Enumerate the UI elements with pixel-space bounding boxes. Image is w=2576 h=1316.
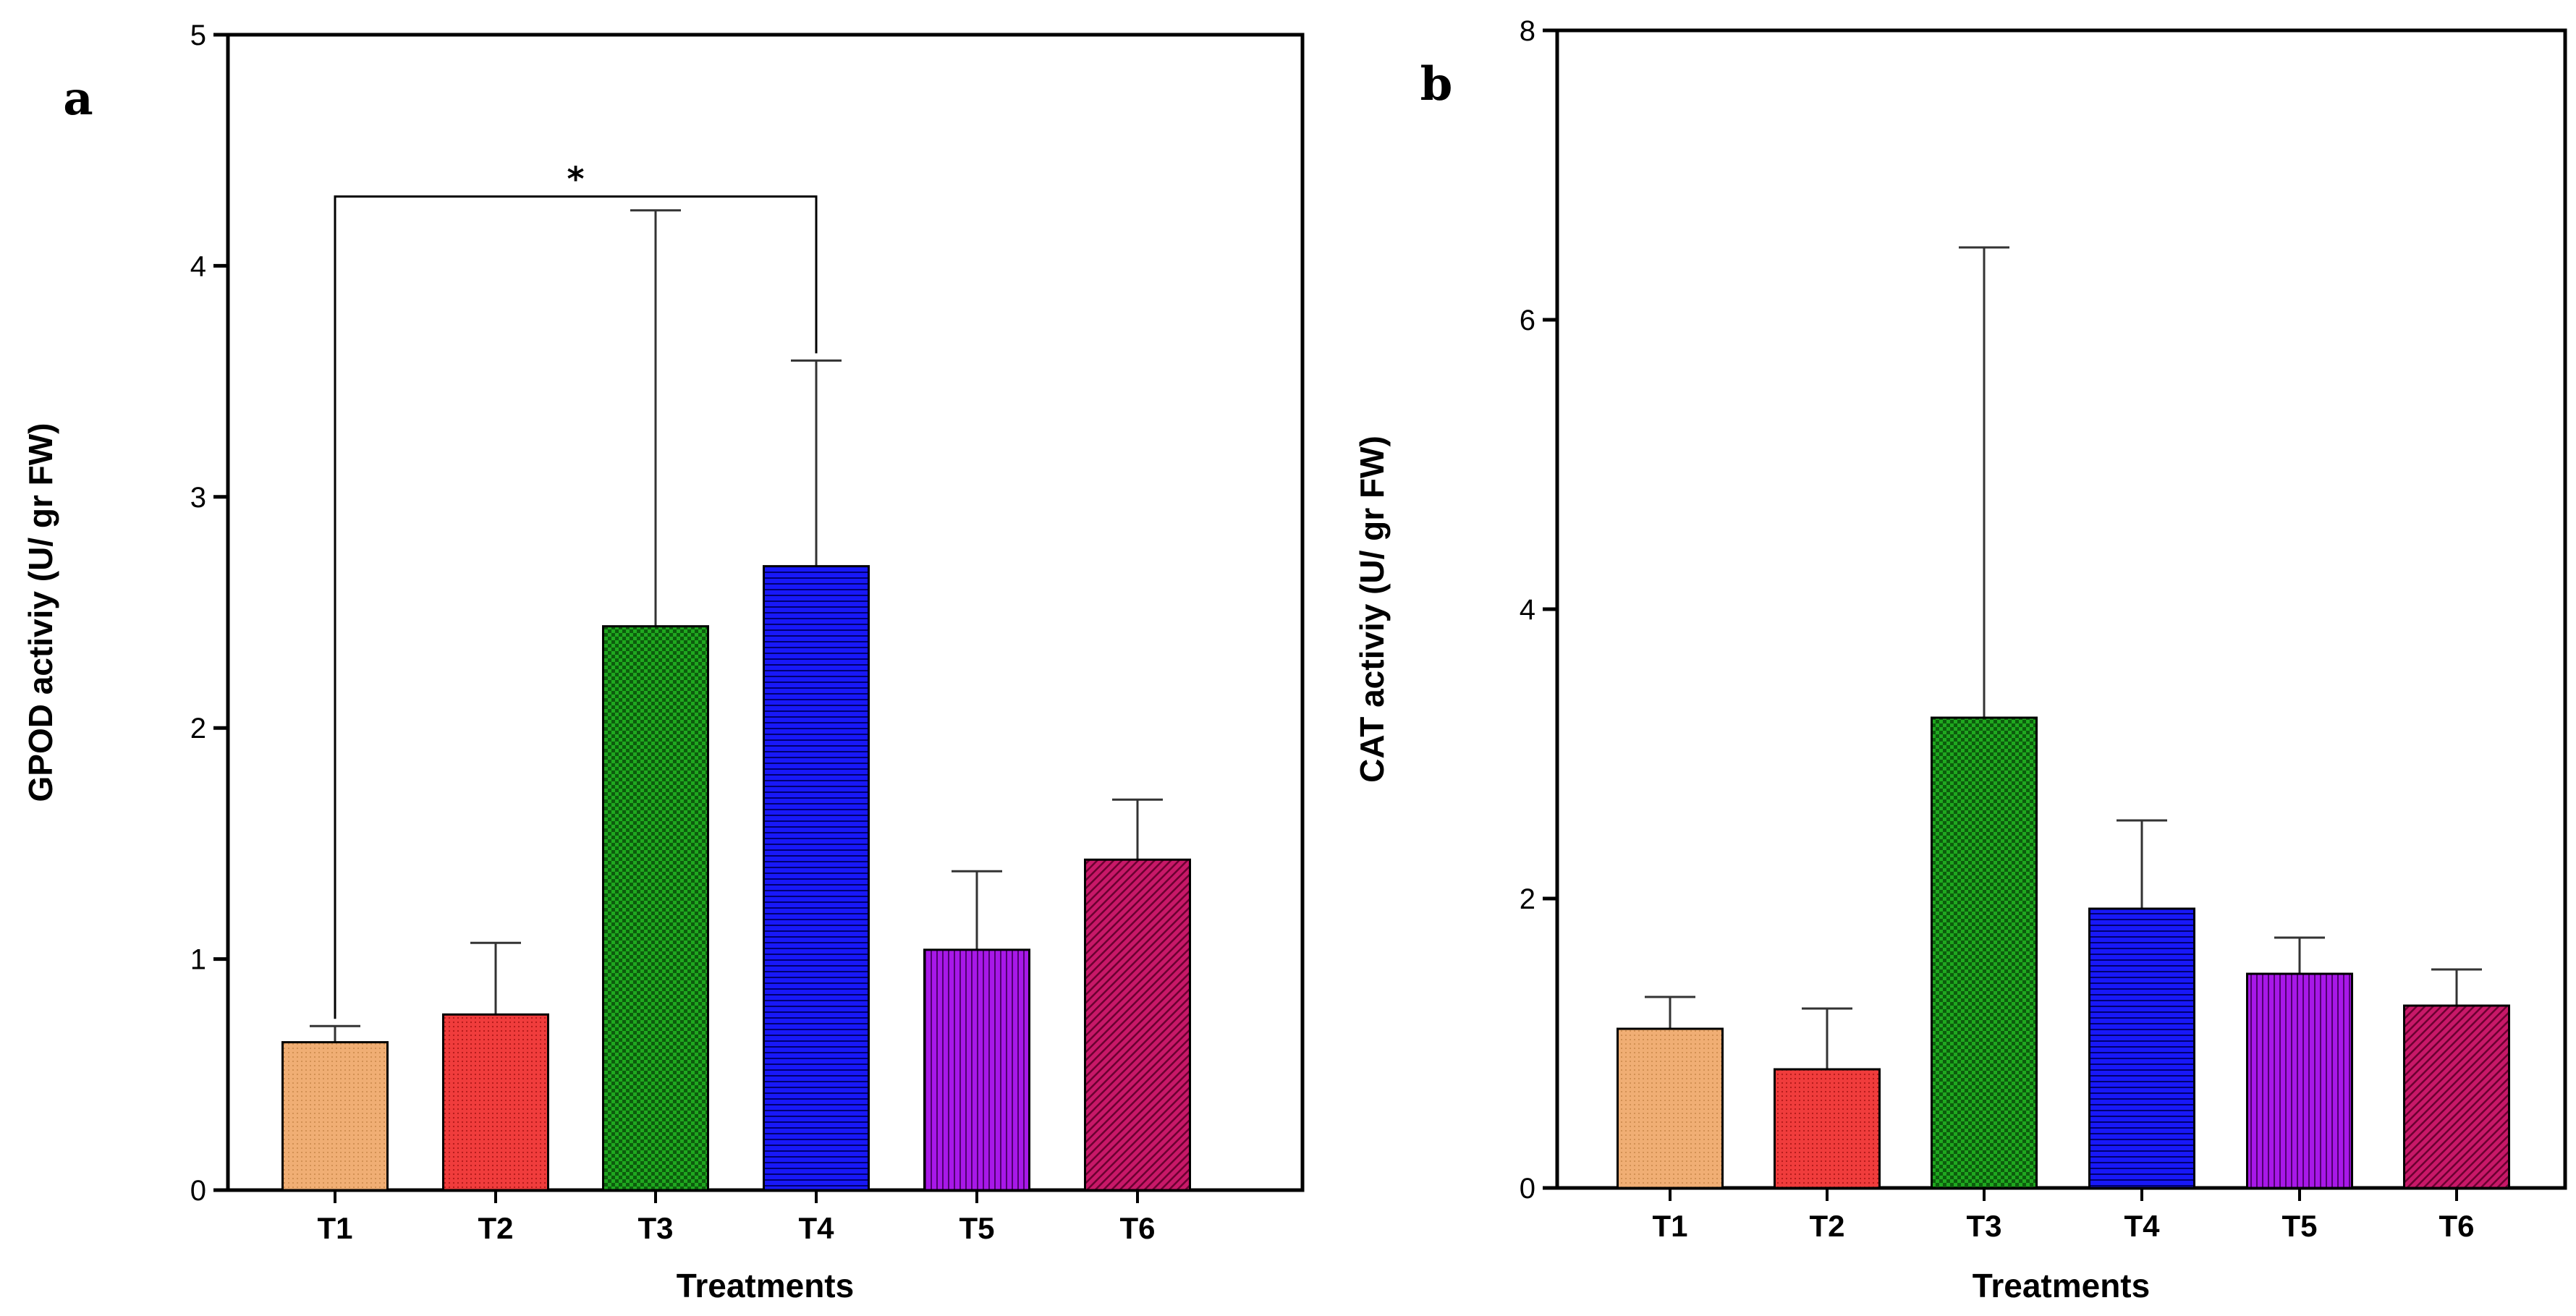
y-tick-label: 2 (1520, 883, 1535, 915)
panel-a-chart: a 0 1 2 3 4 5 T1 T2 T3 T4 T5 T6 * Treatments GPOD activ… (22, 20, 1305, 1304)
bar-T6 (1084, 858, 1191, 1192)
bar-T3 (602, 625, 709, 1192)
x-axis-title: Treatments (1973, 1267, 2150, 1304)
y-tick-label: 1 (190, 944, 206, 976)
significance-bracket (334, 195, 818, 1019)
bar-T5 (2246, 972, 2353, 1189)
x-tick-label: T3 (1966, 1209, 2001, 1243)
y-tick-label: 2 (190, 713, 206, 744)
bar-T1 (281, 1041, 389, 1192)
significance-label: * (567, 160, 584, 199)
panel-letter: b (1420, 57, 1453, 111)
bar-T4 (2088, 907, 2195, 1189)
bar-T1 (1617, 1027, 1724, 1189)
y-axis-title: CAT activiy (U/ gr FW) (1353, 436, 1391, 783)
panel-letter: a (63, 72, 93, 126)
x-tick-label: T2 (478, 1211, 513, 1245)
x-tick-label: T1 (1652, 1209, 1687, 1243)
y-tick-label: 4 (190, 250, 206, 282)
y-tick-label: 4 (1520, 594, 1535, 626)
x-tick-label: T1 (317, 1211, 352, 1245)
y-tick-label: 3 (190, 482, 206, 514)
y-tick-label: 8 (1520, 15, 1535, 47)
x-tick-label: T4 (798, 1211, 834, 1245)
y-tick-label: 6 (1520, 305, 1535, 336)
x-tick-label: T5 (959, 1211, 994, 1245)
bar-T4 (763, 565, 870, 1192)
x-tick-label: T2 (1809, 1209, 1844, 1243)
x-tick-label: T5 (2281, 1209, 2317, 1243)
panel-b-chart: b 0 2 4 6 8 T1 T2 T3 T4 T5 T6 Treatments CAT activiy … (1353, 15, 2567, 1304)
y-axis-title: GPOD activiy (U/ gr FW) (22, 423, 59, 802)
bar-T5 (923, 948, 1030, 1192)
y-tick-label: 0 (190, 1175, 206, 1207)
y-tick-label: 5 (190, 20, 206, 51)
x-tick-label: T6 (1119, 1211, 1155, 1245)
y-tick-label: 0 (1520, 1173, 1535, 1205)
x-tick-label: T6 (2439, 1209, 2474, 1243)
bar-T6 (2403, 1004, 2510, 1189)
x-axis-title: Treatments (677, 1267, 854, 1304)
x-tick-label: T4 (2124, 1209, 2160, 1243)
bar-T3 (1931, 716, 2038, 1189)
x-tick-label: T3 (637, 1211, 673, 1245)
bar-T2 (442, 1013, 549, 1192)
bar-T2 (1774, 1068, 1881, 1189)
